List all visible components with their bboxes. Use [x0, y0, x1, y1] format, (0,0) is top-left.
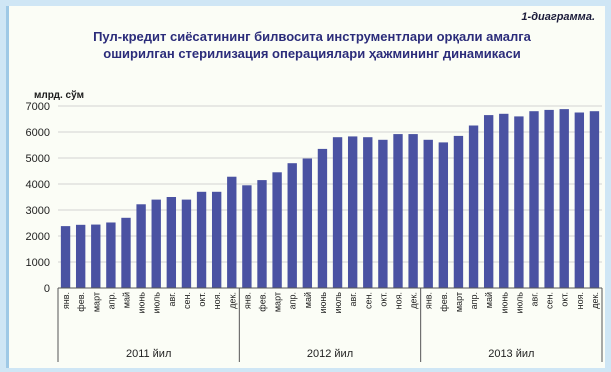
bar: [257, 180, 267, 288]
bar: [106, 222, 116, 288]
x-tick-label: апр.: [469, 292, 479, 309]
bar: [544, 109, 554, 289]
bar: [408, 134, 418, 288]
x-tick-label: март: [454, 292, 464, 312]
x-tick-label: янв.: [424, 292, 434, 309]
y-tick-label: 1000: [26, 257, 50, 269]
bar: [468, 125, 479, 288]
x-tick-label: апр.: [106, 292, 116, 309]
bar: [393, 134, 403, 288]
x-tick-label: ноя.: [212, 292, 222, 309]
group-label: 2013 йил: [488, 348, 534, 360]
bar: [559, 109, 569, 289]
bar: [272, 172, 282, 288]
x-tick-label: сен.: [363, 292, 373, 309]
x-tick-label: сен.: [182, 292, 192, 309]
bar: [121, 217, 131, 288]
bar: [438, 142, 449, 288]
bar: [60, 226, 71, 288]
bar: [574, 112, 585, 288]
x-tick-label: дек.: [409, 292, 419, 309]
y-tick-label: 6000: [26, 127, 50, 139]
bar: [589, 111, 600, 288]
x-tick-label: ноя.: [575, 292, 585, 309]
x-tick-label: авг.: [530, 292, 540, 306]
x-tick-label: авг.: [167, 292, 177, 306]
x-tick-label: апр.: [288, 292, 298, 309]
bar: [75, 224, 86, 288]
x-tick-label: май: [122, 292, 132, 308]
chart-number-label: 1-диаграмма.: [521, 11, 595, 23]
bar: [242, 185, 252, 288]
x-tick-label: май: [303, 292, 313, 308]
x-tick-label: дек.: [227, 292, 237, 309]
x-tick-label: март: [91, 292, 101, 312]
bar: [136, 204, 146, 288]
bar: [151, 199, 161, 288]
bar: [227, 176, 237, 288]
bar: [166, 197, 177, 288]
x-tick-label: июнь: [137, 292, 147, 314]
bar: [483, 115, 494, 288]
x-tick-label: окт.: [197, 292, 207, 307]
x-tick-label: дек.: [590, 292, 600, 309]
x-tick-label: май: [484, 292, 494, 308]
x-tick-label: окт.: [378, 292, 388, 307]
y-tick-label: 5000: [26, 153, 50, 165]
bar: [499, 113, 509, 288]
bar: [302, 158, 313, 288]
group-label: 2011 йил: [126, 348, 171, 360]
bar: [514, 116, 524, 289]
x-tick-label: июль: [152, 292, 162, 314]
group-label: 2012 йил: [307, 348, 353, 360]
x-tick-label: фев.: [76, 292, 86, 312]
chart-title-line-2: оширилган стерилизация операциялари ҳажм…: [103, 46, 521, 61]
y-tick-label: 0: [44, 283, 50, 295]
bar: [332, 137, 343, 288]
bar: [91, 224, 101, 288]
bar: [529, 111, 539, 288]
y-tick-label: 4000: [26, 179, 50, 191]
y-axis-unit-label: млрд. сўм: [34, 90, 85, 101]
bar: [287, 163, 297, 288]
bar: [196, 191, 207, 288]
y-tick-label: 3000: [26, 205, 50, 217]
bar: [363, 137, 373, 288]
x-tick-label: июнь: [318, 292, 328, 314]
x-tick-label: янв.: [242, 292, 252, 309]
x-tick-label: сен.: [545, 292, 555, 309]
bar: [317, 148, 328, 288]
x-tick-label: янв.: [61, 292, 71, 309]
y-tick-label: 2000: [26, 231, 50, 243]
bar: [378, 139, 388, 288]
x-tick-label: фев.: [439, 292, 449, 312]
bar: [181, 199, 192, 288]
x-tick-label: июль: [333, 292, 343, 314]
chart-title-line-1: Пул-кредит сиёсатининг билвосита инструм…: [93, 29, 531, 44]
x-tick-label: июнь: [499, 292, 509, 314]
x-tick-label: июль: [514, 292, 524, 314]
x-tick-label: фев.: [258, 292, 268, 312]
x-tick-label: авг.: [348, 292, 358, 306]
bar: [347, 136, 358, 288]
chart-title: Пул-кредит сиёсатининг билвосита инструм…: [29, 28, 595, 62]
x-tick-label: окт.: [560, 292, 570, 307]
x-tick-label: ноя.: [394, 292, 404, 309]
x-tick-label: март: [273, 292, 283, 312]
bar: [423, 139, 433, 288]
bar: [453, 135, 464, 288]
y-tick-label: 7000: [26, 101, 50, 113]
bar: [211, 191, 222, 288]
